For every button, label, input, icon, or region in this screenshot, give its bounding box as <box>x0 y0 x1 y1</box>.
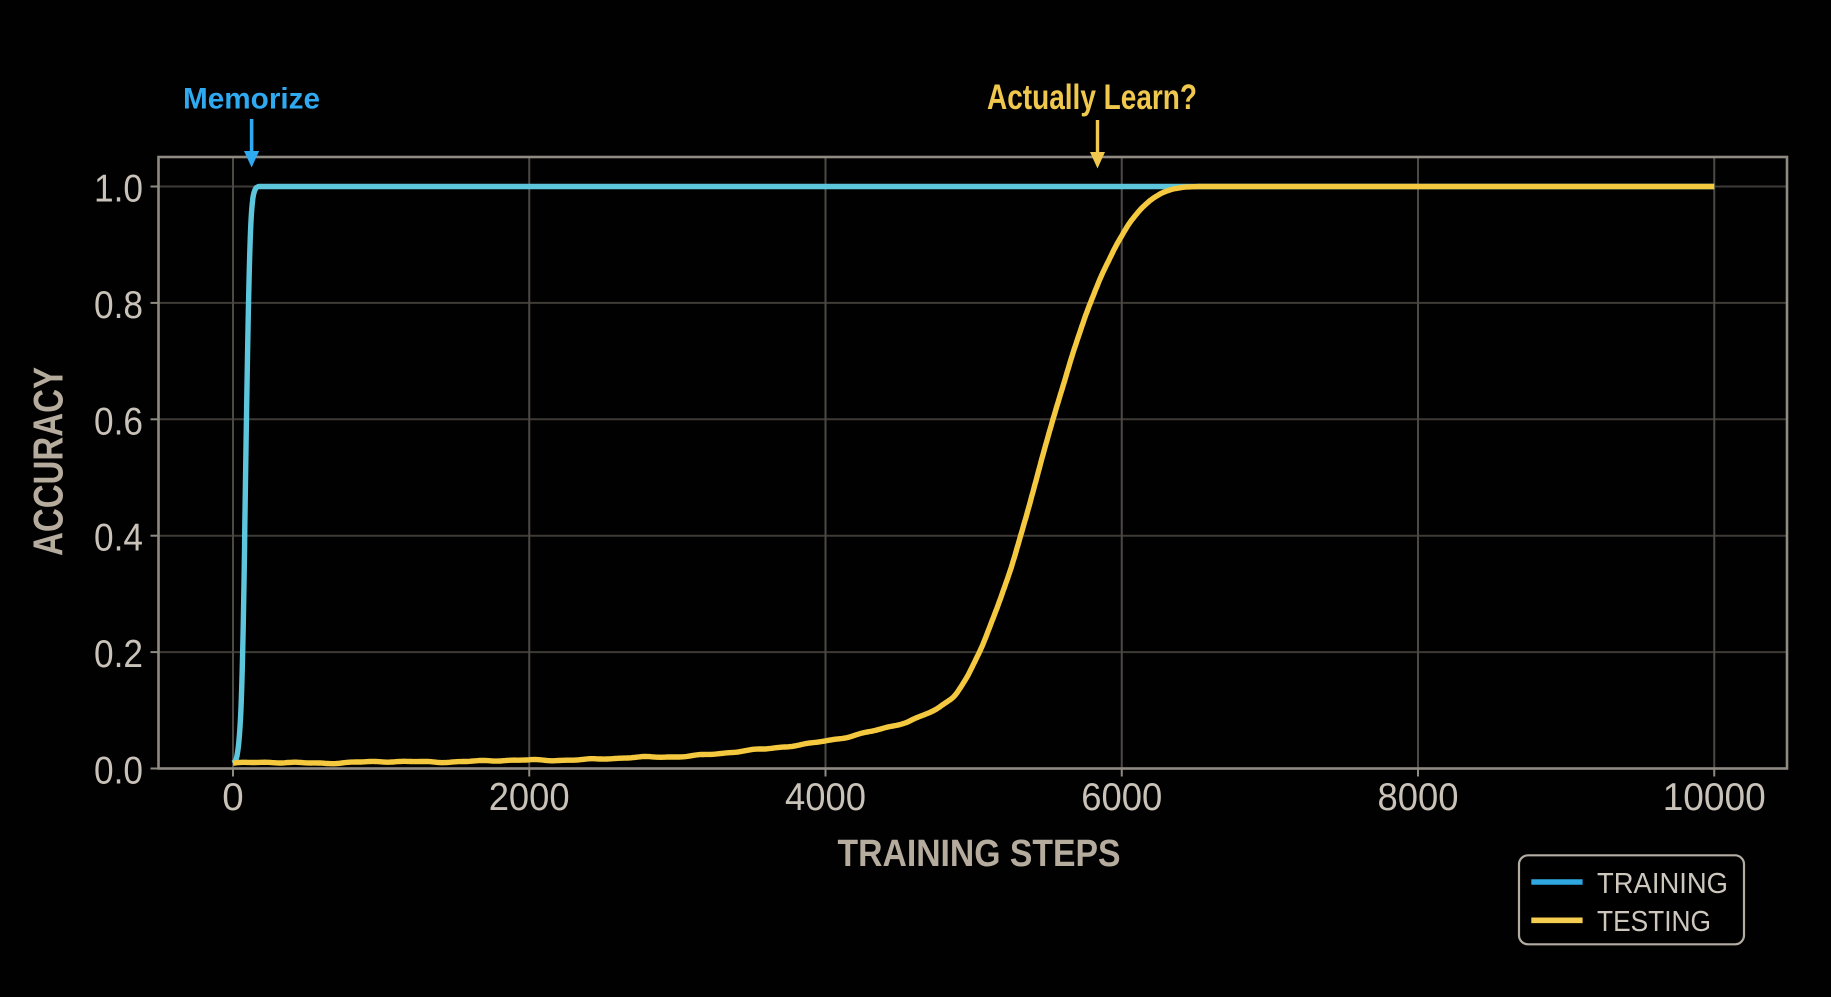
svg-text:4000: 4000 <box>785 776 866 819</box>
svg-text:0.6: 0.6 <box>94 400 143 443</box>
svg-text:10000: 10000 <box>1663 776 1766 819</box>
svg-text:TRAINING: TRAINING <box>1597 868 1728 900</box>
svg-text:0: 0 <box>222 776 243 819</box>
svg-text:0.0: 0.0 <box>94 750 143 793</box>
svg-text:2000: 2000 <box>489 776 570 819</box>
svg-text:0.8: 0.8 <box>94 284 143 327</box>
svg-text:0.2: 0.2 <box>94 633 143 676</box>
svg-text:TESTING: TESTING <box>1597 906 1711 938</box>
svg-text:Actually Learn?: Actually Learn? <box>987 78 1197 117</box>
svg-text:0.4: 0.4 <box>94 517 143 560</box>
svg-text:8000: 8000 <box>1378 776 1459 819</box>
svg-text:TRAINING STEPS: TRAINING STEPS <box>838 833 1121 875</box>
svg-text:1.0: 1.0 <box>94 168 143 211</box>
svg-text:Memorize: Memorize <box>183 83 320 116</box>
svg-text:6000: 6000 <box>1081 776 1162 819</box>
svg-text:ACCURACY: ACCURACY <box>25 367 72 556</box>
